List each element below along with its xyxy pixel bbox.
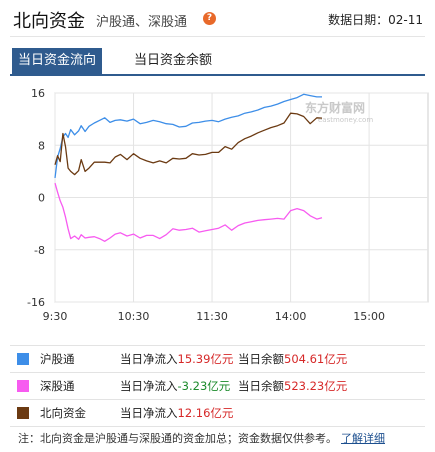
legend-balance: 当日余额523.23亿元 <box>238 379 348 393</box>
series-line-2 <box>54 112 323 176</box>
watermark-sub: eastmoney.com <box>318 116 373 124</box>
legend-flow: 当日净流入15.39亿元 <box>120 352 234 366</box>
legend-balance: 当日余额504.61亿元 <box>238 352 348 366</box>
help-icon[interactable]: ? <box>203 12 216 25</box>
y-tick-label: 8 <box>38 139 45 152</box>
tab-daily-flow[interactable]: 当日资金流向 <box>12 48 103 74</box>
footnote: 注：北向资金是沪股通与深股通的资金加总；资金数据仅供参考。 了解详细 <box>18 430 385 446</box>
footnote-text: 注：北向资金是沪股通与深股通的资金加总；资金数据仅供参考。 <box>18 432 337 445</box>
legend-name: 沪股通 <box>40 352 75 366</box>
tab-bar: 当日资金流向 当日资金余额 <box>10 46 425 76</box>
legend-swatch <box>17 407 29 419</box>
legend-row-shanghai: 沪股通 当日净流入15.39亿元 当日余额504.61亿元 <box>10 346 425 373</box>
legend-swatch <box>17 353 29 365</box>
tab-daily-balance[interactable]: 当日资金余额 <box>134 53 213 68</box>
x-tick-label: 9:30 <box>43 310 68 323</box>
x-tick-label: 14:00 <box>275 310 307 323</box>
page-subtitle: 沪股通、深股通 <box>96 15 188 30</box>
y-tick-label: 16 <box>31 87 45 100</box>
legend-row-shenzhen: 深股通 当日净流入-3.23亿元 当日余额523.23亿元 <box>10 373 425 400</box>
flow-line-chart: 16 8 0 -8 -169:30 10:30 11:30 14:00 15:00 东方财富网ea… <box>27 87 429 323</box>
x-tick-label: 11:30 <box>196 310 228 323</box>
legend-name: 北向资金 <box>40 406 86 420</box>
legend-flow: 当日净流入12.16亿元 <box>120 406 234 420</box>
page-title: 北向资金 <box>13 11 85 32</box>
y-tick-label: -16 <box>27 296 45 309</box>
x-tick-label: 15:00 <box>353 310 385 323</box>
data-date: 数据日期：02-11 <box>328 13 423 27</box>
watermark: 东方财富网 <box>305 100 365 115</box>
series-line-1 <box>54 182 323 242</box>
legend-row-northbound: 北向资金 当日净流入12.16亿元 <box>10 400 425 427</box>
y-tick-label: -8 <box>34 244 45 257</box>
y-tick-label: 0 <box>38 192 45 205</box>
header-divider <box>10 36 425 37</box>
legend-name: 深股通 <box>40 379 75 393</box>
series-line-0 <box>54 93 322 178</box>
legend-table: 沪股通 当日净流入15.39亿元 当日余额504.61亿元 深股通 当日净流入-… <box>10 345 425 427</box>
x-tick-label: 10:30 <box>118 310 150 323</box>
legend-swatch <box>17 380 29 392</box>
header: 北向资金 沪股通、深股通 ? 数据日期：02-11 <box>0 0 435 38</box>
learn-more-link[interactable]: 了解详细 <box>341 432 385 445</box>
legend-flow: 当日净流入-3.23亿元 <box>120 379 231 393</box>
